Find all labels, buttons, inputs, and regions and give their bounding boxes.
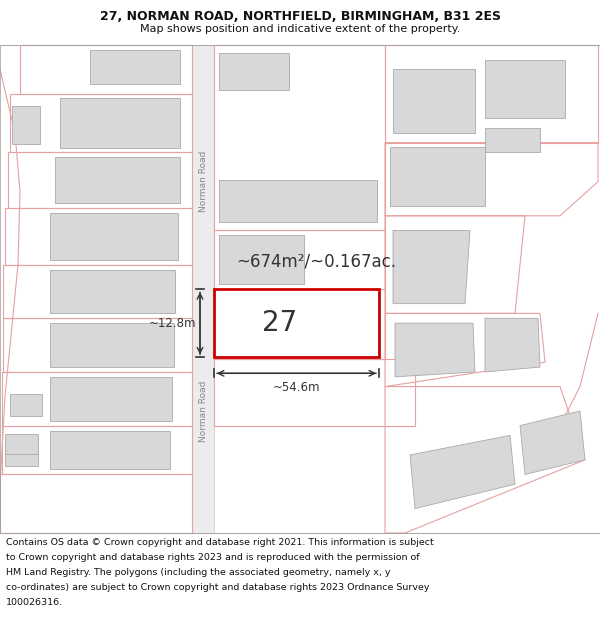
Bar: [214, 289, 379, 357]
Text: 27, NORMAN ROAD, NORTHFIELD, BIRMINGHAM, B31 2ES: 27, NORMAN ROAD, NORTHFIELD, BIRMINGHAM,…: [100, 10, 500, 23]
Polygon shape: [55, 158, 180, 204]
Polygon shape: [50, 214, 178, 259]
Polygon shape: [485, 318, 540, 372]
Polygon shape: [50, 377, 172, 421]
Bar: [192, 45, 214, 533]
Text: Norman Road: Norman Road: [199, 151, 208, 213]
Polygon shape: [50, 269, 175, 313]
Polygon shape: [219, 236, 304, 284]
Polygon shape: [219, 181, 377, 222]
Polygon shape: [393, 231, 470, 304]
Polygon shape: [5, 446, 38, 466]
Text: 27: 27: [262, 309, 298, 338]
Bar: [0, 45, 600, 533]
Text: Map shows position and indicative extent of the property.: Map shows position and indicative extent…: [140, 24, 460, 34]
Polygon shape: [395, 323, 475, 377]
Polygon shape: [520, 411, 585, 474]
Bar: [0, 45, 600, 533]
Text: 100026316.: 100026316.: [6, 598, 63, 607]
Polygon shape: [10, 394, 42, 416]
Polygon shape: [485, 128, 540, 152]
Text: Contains OS data © Crown copyright and database right 2021. This information is : Contains OS data © Crown copyright and d…: [6, 538, 434, 547]
Text: ~12.8m: ~12.8m: [149, 317, 196, 330]
Text: ~674m²/~0.167ac.: ~674m²/~0.167ac.: [236, 253, 397, 271]
Text: to Crown copyright and database rights 2023 and is reproduced with the permissio: to Crown copyright and database rights 2…: [6, 553, 419, 562]
Polygon shape: [485, 59, 565, 118]
Polygon shape: [60, 98, 180, 148]
Polygon shape: [50, 323, 174, 367]
Polygon shape: [390, 148, 485, 206]
Text: HM Land Registry. The polygons (including the associated geometry, namely x, y: HM Land Registry. The polygons (includin…: [6, 568, 391, 577]
Polygon shape: [393, 69, 475, 133]
Polygon shape: [50, 431, 170, 469]
Text: ~54.6m: ~54.6m: [273, 381, 320, 394]
Polygon shape: [219, 53, 289, 90]
Polygon shape: [90, 50, 180, 84]
Polygon shape: [12, 106, 40, 144]
Text: co-ordinates) are subject to Crown copyright and database rights 2023 Ordnance S: co-ordinates) are subject to Crown copyr…: [6, 583, 430, 592]
Polygon shape: [5, 434, 38, 454]
Text: Norman Road: Norman Road: [199, 380, 208, 442]
Polygon shape: [410, 436, 515, 509]
